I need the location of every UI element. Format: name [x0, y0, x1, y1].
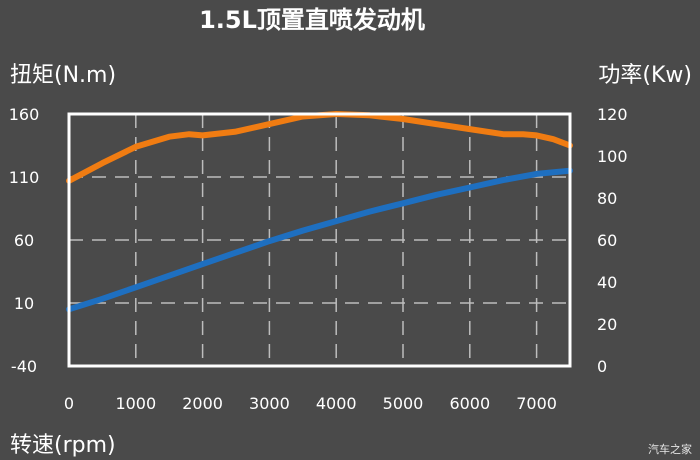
series-1-point-5 — [235, 252, 237, 254]
series-0-point-1 — [101, 162, 103, 164]
series-0-point-13 — [469, 128, 471, 130]
series-1-point-1 — [101, 298, 103, 300]
series-0-point-5 — [202, 134, 204, 136]
y-right-tick-label-5: 20 — [597, 315, 617, 334]
series-1-point-9 — [369, 211, 371, 213]
series-0-point-17 — [552, 138, 554, 140]
series-0-point-15 — [522, 133, 524, 135]
watermark: 汽车之家 — [648, 442, 692, 456]
x-tick-label-7: 7000 — [516, 394, 557, 413]
series-0-point-11 — [402, 118, 404, 120]
chart-title: 1.5L顶置直喷发动机 — [199, 6, 425, 34]
series-1-point-2 — [135, 286, 137, 288]
x-tick-label-4: 4000 — [316, 394, 357, 413]
grid-layer — [69, 114, 570, 366]
x-axis-title: 转速(rpm) — [10, 433, 116, 458]
x-tick-label-3: 3000 — [249, 394, 290, 413]
series-layer — [66, 111, 573, 313]
x-tick-label-1: 1000 — [115, 394, 156, 413]
series-0-point-14 — [502, 133, 504, 135]
ticks-layer: 0 1000 2000 3000 4000 5000 6000 70001601106010-… — [9, 105, 628, 413]
series-0-point-12 — [435, 123, 437, 125]
series-1-point-14 — [536, 173, 538, 175]
series-line-power — [66, 167, 573, 313]
y-left-tick-label-2: 60 — [14, 231, 34, 250]
series-0-point-7 — [268, 123, 270, 125]
series-0-point-16 — [536, 134, 538, 136]
x-tick-label-6: 6000 — [449, 394, 490, 413]
y-right-tick-label-0: 120 — [597, 105, 628, 124]
plot-frame — [67, 112, 572, 368]
y-right-tick-label-2: 80 — [597, 189, 617, 208]
series-1-point-11 — [435, 194, 437, 196]
series-0-point-2 — [135, 146, 137, 148]
y-right-axis-title: 功率(Kw) — [598, 63, 692, 88]
x-tick-label-5: 5000 — [383, 394, 424, 413]
y-right-tick-label-3: 60 — [597, 231, 617, 250]
y-right-tick-label-1: 100 — [597, 147, 628, 166]
series-line-torque — [66, 111, 573, 184]
x-tick-label-2: 2000 — [182, 394, 223, 413]
series-1-point-8 — [335, 220, 337, 222]
series-1-point-6 — [268, 240, 270, 242]
series-0-point-8 — [302, 116, 304, 118]
series-1-point-4 — [202, 263, 204, 265]
y-right-tick-label-4: 40 — [597, 273, 617, 292]
y-left-tick-label-3: 10 — [14, 294, 34, 313]
series-0-point-6 — [235, 131, 237, 133]
series-0-point-3 — [168, 136, 170, 138]
y-left-tick-label-0: 160 — [9, 105, 40, 124]
series-0-point-4 — [188, 133, 190, 135]
x-tick-label-0: 0 — [64, 394, 74, 413]
y-right-tick-label-6: 0 — [597, 357, 607, 376]
series-1-point-12 — [469, 187, 471, 188]
series-1-point-10 — [402, 202, 404, 204]
y-left-tick-label-1: 110 — [9, 168, 40, 187]
series-1-point-13 — [502, 179, 504, 181]
y-left-tick-label-4: -40 — [11, 357, 37, 376]
series-1-point-7 — [302, 230, 304, 232]
y-left-axis-title: 扭矩(N.m) — [10, 63, 116, 88]
series-1-point-3 — [168, 275, 170, 277]
